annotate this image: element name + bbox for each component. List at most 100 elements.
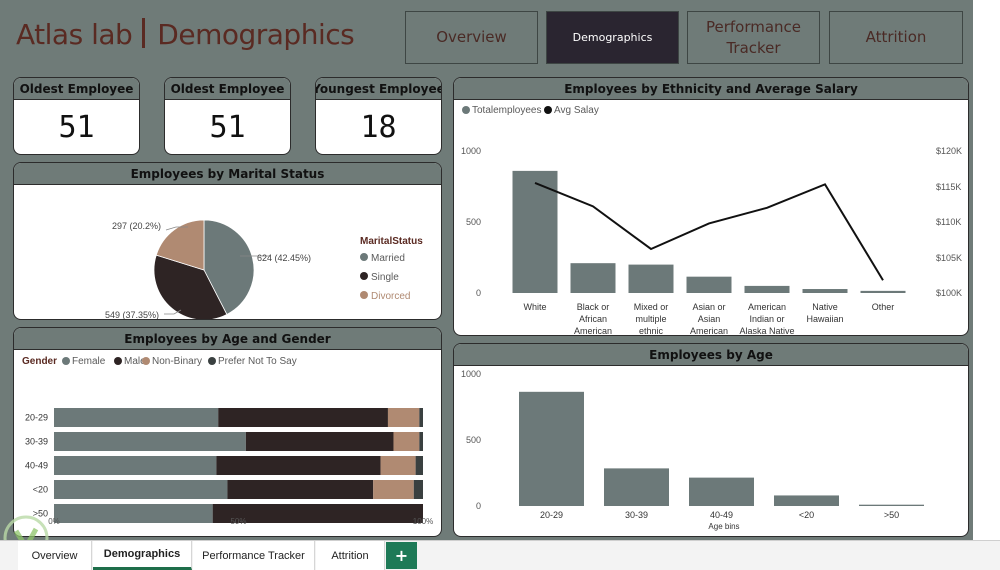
employees-by-age-bar-chart: 1000 500 0 20-29 30-39 40-49 <20 >50 Age bin… [461,369,924,531]
bar-segment-female[interactable] [54,456,217,475]
legend-totalemployees: Totalemployees [472,105,541,116]
bar-employees[interactable] [628,264,674,293]
bar-segment-male[interactable] [218,408,388,427]
bar-age-bin[interactable] [519,391,584,506]
y-category-label: 30-39 [25,437,48,447]
tab-demographics[interactable]: Demographics [93,541,192,570]
kpi-label: Oldest Employee [14,78,139,100]
legend-swatch-avg-salary [544,106,552,114]
x-category-label: American [690,326,728,335]
bar-segment-prefer-not-to-say[interactable] [419,408,423,427]
bar-employees[interactable] [744,285,790,293]
x-category-label: Hawaiian [806,314,843,324]
leader-line [165,226,188,231]
legend-married: Married [371,253,405,264]
page-margin [973,0,1000,540]
legend-swatch-married [360,253,368,261]
bar-employees[interactable] [512,170,558,293]
marital-status-card: Employees by Marital Status 297 (20.2%) … [13,162,442,320]
nav-overview-button[interactable]: Overview [405,11,538,64]
bar-employees[interactable] [860,290,906,293]
kpi-card-oldest-employee-2: Oldest Employee 51 [164,77,291,155]
y2-tick-110k: $110K [936,217,961,227]
bar-segment-prefer-not-to-say[interactable] [413,480,423,499]
bar-segment-female[interactable] [54,504,213,523]
legend-title: MaritalStatus [360,236,423,247]
legend-swatch-male [114,357,122,365]
legend-swatch-divorced [360,291,368,299]
page-name: Demographics [157,18,355,51]
y2-tick-120k: $120K [936,146,962,156]
pie-slice-divorced[interactable] [155,219,205,271]
chart-title: Employees by Age [454,344,968,366]
x-tick-50: 50% [230,517,246,526]
bar-segment-prefer-not-to-say[interactable] [419,432,423,451]
pie-label-single: 549 (37.35%) [105,310,159,319]
tab-performance-tracker[interactable]: Performance Tracker [193,541,315,570]
nav-attrition-button[interactable]: Attrition [829,11,963,64]
bar-segment-non-binary[interactable] [387,408,420,427]
bar-age-bin[interactable] [774,495,839,506]
bar-segment-non-binary[interactable] [373,480,414,499]
bar-segment-female[interactable] [54,432,246,451]
x-category-label: ethnic [639,326,664,335]
bar-segment-non-binary[interactable] [393,432,420,451]
bar-employees[interactable] [802,289,848,293]
y2-tick-115k: $115K [936,182,961,192]
company-name: Atlas lab [16,18,133,51]
legend-swatch-female [62,357,70,365]
bar-segment-male[interactable] [227,480,374,499]
bar-segment-prefer-not-to-say[interactable] [415,456,423,475]
tab-attrition[interactable]: Attrition [316,541,385,570]
bar-segment-non-binary[interactable] [380,456,416,475]
bar-age-bin[interactable] [859,504,924,506]
bar-segment-female[interactable] [54,408,219,427]
employees-by-age-card: Employees by Age 1000 500 0 20-29 30-39 40… [453,343,969,537]
legend-swatch-non-binary [142,357,150,365]
bar-employees[interactable] [570,263,616,293]
ethnicity-salary-combo-chart: Totalemployees Avg Salay 1000 500 0 $120… [461,105,962,335]
kpi-value: 51 [209,110,246,145]
page-title: Atlas lab Demographics [16,18,355,51]
bar-segment-male[interactable] [212,504,423,523]
bar-age-bin[interactable] [689,477,754,506]
chart-title: Employees by Marital Status [14,163,441,185]
x-category-label: Black or [577,302,610,312]
age-gender-card: Employees by Age and Gender Gender Femal… [13,327,442,537]
legend-non-binary: Non-Binary [152,356,202,367]
x-category-label: multiple [635,314,666,324]
bar-employees[interactable] [686,276,732,293]
pie-slice-married[interactable] [203,219,255,316]
tab-overview[interactable]: Overview [18,541,92,570]
bar-segment-female[interactable] [54,480,228,499]
nav-performance-tracker-button[interactable]: Performance Tracker [687,11,820,64]
x-axis-title: Age bins [708,522,739,531]
kpi-label: Youngest Employee [316,78,441,100]
nav-demographics-button[interactable]: Demographics [546,11,679,64]
y-tick-500: 500 [466,435,481,445]
leader-line [164,309,182,315]
y2-tick-100k: $100K [936,288,962,298]
x-category-label: African [579,314,607,324]
pie-slice-single[interactable] [153,254,228,319]
chart-title: Employees by Ethnicity and Average Salar… [454,78,968,100]
y-tick-0: 0 [476,501,481,511]
bar-age-bin[interactable] [604,468,669,506]
marital-status-pie-chart: 297 (20.2%) 624 (42.45%) 549 (37.35%) Ma… [105,219,423,319]
y-tick-1000: 1000 [461,146,481,156]
kpi-value: 18 [360,110,397,145]
y-category-label: 40-49 [25,461,48,471]
x-category-label: >50 [884,510,899,520]
legend-swatch-totalemployees [462,106,470,114]
x-category-label: 30-39 [625,510,648,520]
page-tab-bar: Overview Demographics Performance Tracke… [0,540,1000,570]
bar-segment-male[interactable] [245,432,394,451]
bar-segment-male[interactable] [216,456,381,475]
legend-swatch-prefer-not-to-say [208,357,216,365]
y-category-label: <20 [33,485,48,495]
add-page-button[interactable]: + [386,542,417,569]
x-category-label: Mixed or [634,302,669,312]
x-category-label: Asian [698,314,721,324]
legend-male: Male [124,356,146,367]
